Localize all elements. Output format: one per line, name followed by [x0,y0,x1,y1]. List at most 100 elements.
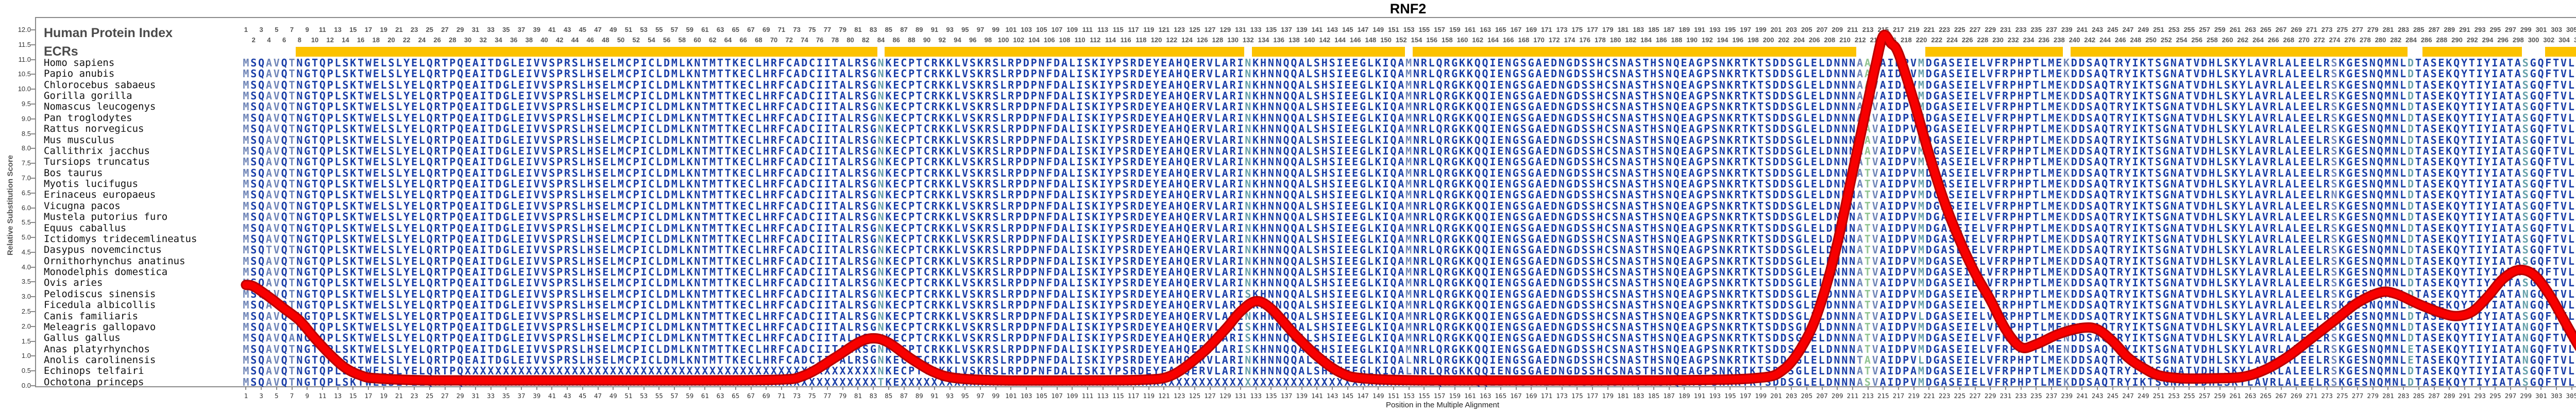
sequence-row: MSQAVQTNGTQPLSKTWELSLYELQRTPQEAITDGLEIVV… [243,266,2576,278]
residue-run: AV [265,375,281,388]
x-tick-label: 15 [349,392,357,400]
x-tick-mark [781,387,782,390]
x-tick-mark [521,387,522,390]
x-tick-mark [1072,387,1073,390]
human-protein-index-label: Human Protein Index [44,26,173,40]
x-tick-label: 223 [1938,392,1951,400]
x-tick-mark [1148,387,1149,390]
x-tick-mark [1117,387,1119,390]
x-tick-mark [811,387,813,390]
ecr-segment [295,47,877,57]
x-tick-label: 257 [2198,392,2211,400]
sequence-row: MSQAVQTNGTQPLSKTWELSLYELQRTPQEAITDGLEIVV… [243,200,2576,212]
x-tick-label: 213 [1862,392,1874,400]
x-tick-label: 119 [1143,392,1155,400]
x-tick-label: 9 [305,392,309,400]
x-tick-label: 85 [885,392,893,400]
x-tick-mark [766,387,767,390]
x-tick-mark [1439,387,1440,390]
sequence-row: MSQAVQTNGTQPLSKTWELSLYELQRTPQEAITDGLEIVV… [243,123,2576,134]
residue-run: M [1918,375,1926,388]
x-tick-mark [1010,387,1012,390]
x-tick-label: 287 [2428,392,2440,400]
species-name: Vicugna pacos [44,200,121,212]
y-tick-mark [31,103,36,105]
x-tick-label: 123 [1173,392,1185,400]
x-tick-mark [1408,387,1410,390]
x-tick-mark [827,387,828,390]
x-tick-mark [628,387,629,390]
position-number: 9 [305,26,309,33]
x-tick-mark [2418,387,2419,390]
x-tick-mark [1760,387,1761,390]
y-tick-mark [31,74,36,75]
x-tick-label: 73 [793,392,801,400]
x-tick-label: 113 [1097,392,1109,400]
x-tick-mark [689,387,690,390]
y-tick-mark [31,44,36,45]
species-name: Homo sapiens [44,57,115,68]
y-tick-mark [31,177,36,179]
residue-run: GQFTVLNGSFSLELVSEKYWKVNKPMELYYAPTKEHK [2530,375,2576,388]
x-tick-mark [2066,387,2067,390]
y-tick-mark [31,118,36,119]
x-tick-mark [1163,387,1165,390]
x-tick-label: 293 [2474,392,2486,400]
x-tick-label: 65 [732,392,740,400]
y-tick-mark [31,251,36,253]
sequence-row: MSQAVQTNGTQPLSKTWELSLYELQRTPQEAITDGLEIVV… [243,255,2576,267]
x-tick-mark [1668,387,1670,390]
sequence-row: MSQAVQTNGTQPLSKTWELSLYELQRTPQEAITDGLEIVV… [243,344,2576,355]
x-tick-label: 181 [1617,392,1629,400]
sequence-row: MSQAVQTNGTQPLSKTWELSLYELQRTPQEAITDGLEIVV… [243,167,2576,179]
sequence-row: MSQAVQTNGTQPLSKTWELSLYELQRTPQEAITDGLEIVV… [243,321,2576,333]
species-name: Echinops telfairi [44,365,144,377]
y-tick-mark [31,148,36,149]
x-tick-mark [1454,387,1455,390]
y-tick-mark [31,163,36,164]
x-tick-label: 125 [1189,392,1201,400]
x-axis-title: Position in the Multiple Alignment [1385,401,1500,409]
species-name: Erinaceus europaeus [44,189,156,201]
x-tick-label: 137 [1280,392,1293,400]
x-tick-label: 159 [1449,392,1461,400]
x-tick-mark [674,387,675,390]
species-name: Mus musculus [44,134,115,146]
x-tick-mark [1485,387,1486,390]
x-tick-mark [1026,387,1027,390]
x-tick-label: 35 [502,392,510,400]
x-tick-label: 295 [2489,392,2501,400]
x-tick-label: 241 [2076,392,2088,400]
residue-run: S [1864,375,1872,388]
x-tick-label: 273 [2321,392,2333,400]
x-tick-label: 41 [548,392,556,400]
x-tick-label: 157 [1433,392,1446,400]
x-tick-label: 303 [2550,392,2563,400]
sequence-row: MSQAVQTNGTQPLSKTWELSLYELQRTPQEAITDGLEIVV… [243,90,2576,101]
x-tick-label: 229 [1984,392,1996,400]
x-tick-mark [2081,387,2083,390]
x-tick-label: 37 [517,392,526,400]
species-name: Mustela putorius furo [44,211,168,223]
y-tick-label: 3.0 [21,293,31,301]
y-tick-label: 5.5 [21,218,31,227]
x-tick-label: 179 [1602,392,1614,400]
x-tick-mark [2036,387,2037,390]
x-tick-label: 111 [1081,392,1094,400]
y-tick-label: 10.0 [18,85,31,93]
ecr-segment [1925,47,2063,57]
x-tick-mark [1837,387,1838,390]
sequence-row: MSQAVQTNGTQPLSKTWELSLYELQRTPQEAITDGLEIVV… [243,288,2576,300]
x-tick-label: 207 [1816,392,1828,400]
x-tick-label: 271 [2306,392,2318,400]
x-tick-label: 195 [1724,392,1736,400]
x-tick-mark [2556,387,2557,390]
x-tick-mark [551,387,553,390]
species-name: Ornithorhynchus anatinus [44,255,185,267]
x-tick-label: 51 [624,392,633,400]
x-tick-label: 167 [1510,392,1522,400]
x-tick-mark [1255,387,1257,390]
x-tick-label: 139 [1296,392,1308,400]
x-tick-label: 225 [1954,392,1966,400]
x-tick-mark [597,387,599,390]
